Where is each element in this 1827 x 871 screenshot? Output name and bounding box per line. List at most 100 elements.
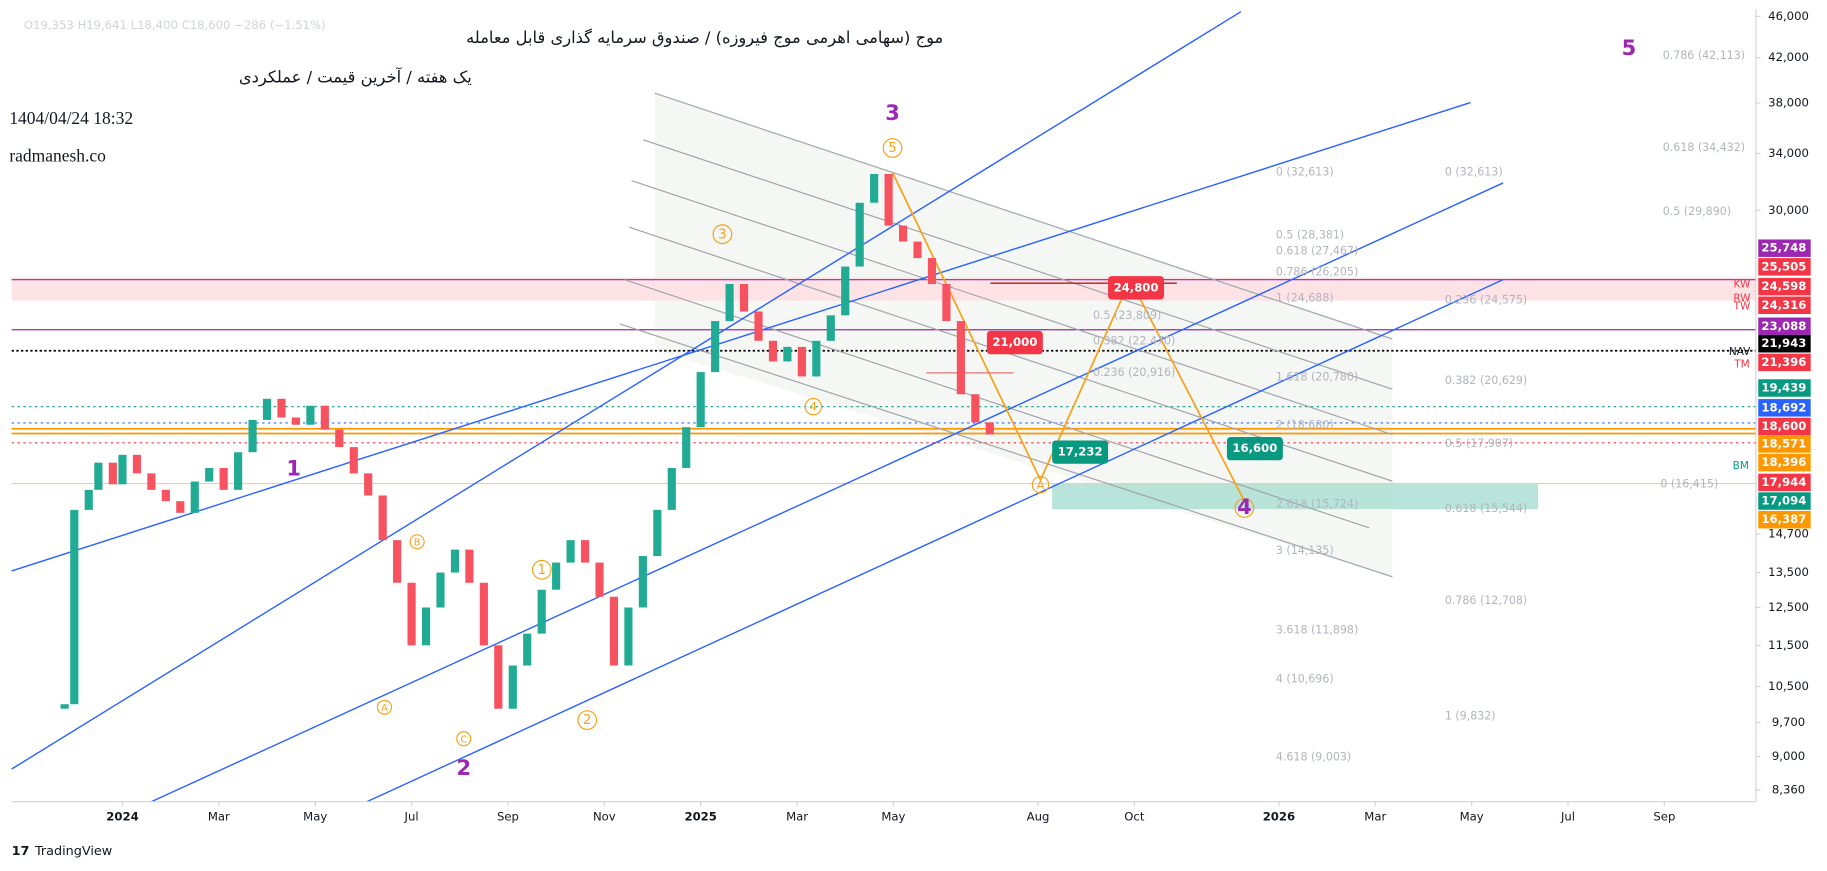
candle-body — [277, 398, 286, 418]
candle-body — [94, 462, 103, 490]
fib-label: 0.5 (28,381) — [1276, 228, 1344, 241]
candle-body — [797, 346, 806, 377]
price-tag-label: 24,316 — [1761, 298, 1806, 312]
candle-body — [378, 495, 387, 541]
price-tag — [1758, 492, 1811, 510]
candle-body — [364, 473, 373, 496]
fib-label: 0.382 (20,629) — [1445, 374, 1527, 387]
candle-body — [465, 549, 474, 583]
channel-line — [624, 279, 1370, 529]
candle-body — [219, 467, 228, 490]
candle-body — [580, 540, 590, 563]
candle-body — [609, 596, 619, 666]
callout-box — [1052, 440, 1109, 464]
fib-label: 0.5 (23,809) — [1093, 309, 1161, 322]
candle-body — [147, 473, 156, 490]
y-tick-label: 13,500 — [1768, 565, 1809, 579]
y-tick-label: 8,360 — [1772, 783, 1805, 797]
line-label: TM — [1733, 359, 1749, 371]
candle-body — [985, 422, 994, 435]
fib-label: 0.618 (34,432) — [1663, 141, 1745, 154]
price-tag-label: 18,692 — [1761, 400, 1806, 414]
candle-body — [841, 266, 850, 316]
x-tick-label: Oct — [1124, 809, 1145, 823]
candle-body — [118, 454, 127, 485]
sub-wave-circle — [804, 397, 823, 416]
candle-body — [234, 452, 243, 490]
candle-body — [913, 241, 922, 259]
channel-line — [619, 323, 1393, 578]
price-tag — [1758, 379, 1811, 397]
price-tag — [1758, 399, 1811, 417]
callout-box — [1108, 276, 1165, 300]
x-tick-label: Sep — [497, 809, 519, 823]
y-tick-label: 38,000 — [1768, 96, 1809, 110]
sub-wave-label: C — [460, 734, 467, 745]
candle-body — [898, 225, 908, 242]
candle-body — [870, 173, 879, 203]
line-label: BM — [1733, 460, 1749, 472]
logo-mark: 𝟭𝟳 — [12, 844, 30, 859]
candle-body — [739, 284, 749, 312]
candle-body — [84, 489, 93, 510]
candles — [60, 173, 994, 709]
y-tick-label: 12,500 — [1768, 600, 1809, 614]
fib-label: 2 (18,680) — [1276, 418, 1334, 431]
candle-body — [161, 489, 170, 502]
sub-wave-label: 4 — [810, 400, 817, 414]
x-tick-label: May — [1460, 809, 1484, 823]
line-label: KW — [1734, 278, 1751, 290]
sub-wave-circle — [577, 710, 598, 730]
fib-label: 0 (32,613) — [1445, 165, 1503, 178]
y-tick-label: 14,700 — [1768, 526, 1809, 540]
sub-wave-circle — [409, 534, 425, 550]
candle-body — [335, 429, 344, 448]
wave-circle — [1234, 498, 1255, 518]
x-tick-label: 2024 — [106, 809, 138, 823]
sub-wave-label: A — [381, 703, 388, 714]
price-tag-label: 18,396 — [1761, 455, 1806, 469]
price-tag-label: 18,571 — [1761, 436, 1806, 450]
sub-wave-circle — [1031, 475, 1050, 494]
site: radmanesh.co — [9, 145, 106, 165]
fib-label: 0.5 (29,890) — [1663, 205, 1731, 218]
resistance-band — [11, 277, 1756, 301]
candle-body — [508, 665, 517, 709]
price-tag — [1758, 453, 1811, 472]
price-tag-label: 18,600 — [1761, 419, 1806, 433]
price-tag-label: 21,396 — [1761, 355, 1806, 369]
labels: 46,000 42,000 38,000 34,000 30,000 14,700 13,5… — [106, 9, 1811, 823]
price-tag — [1758, 353, 1811, 372]
candle-body — [537, 589, 546, 634]
candle-body — [971, 394, 980, 423]
candle-body — [291, 417, 301, 425]
datetime: 1404/04/24 18:32 — [9, 108, 133, 128]
callout-label: 16,600 — [1232, 441, 1277, 455]
x-tick-label: 2026 — [1263, 809, 1295, 823]
candle-body — [682, 427, 691, 468]
candle-body — [783, 346, 792, 362]
y-tick-label: 9,700 — [1772, 715, 1805, 729]
candle-body — [70, 509, 79, 705]
sub-wave-circle — [882, 138, 903, 158]
candle-body — [523, 633, 532, 666]
price-tag — [1758, 417, 1811, 436]
callout-box — [986, 330, 1043, 355]
price-tag-label: 19,439 — [1761, 381, 1806, 395]
candle-body — [248, 419, 257, 453]
candle-body — [624, 607, 633, 666]
sub-wave-label: 2 — [583, 713, 591, 728]
price-tag — [1758, 473, 1811, 492]
fib-label: 0.236 (24,575) — [1445, 294, 1527, 307]
fib-label: 0.786 (12,708) — [1445, 594, 1527, 607]
channel-line — [642, 139, 1393, 390]
blue-channel — [11, 11, 1504, 803]
fib-label: 0 (16,415) — [1660, 478, 1718, 491]
sub-wave-label: 5 — [888, 141, 896, 156]
chart-title: موج (سهامی اهرمی موج فیروزه) / صندوق سرم… — [466, 28, 943, 48]
x-tick-label: Nov — [593, 809, 616, 823]
